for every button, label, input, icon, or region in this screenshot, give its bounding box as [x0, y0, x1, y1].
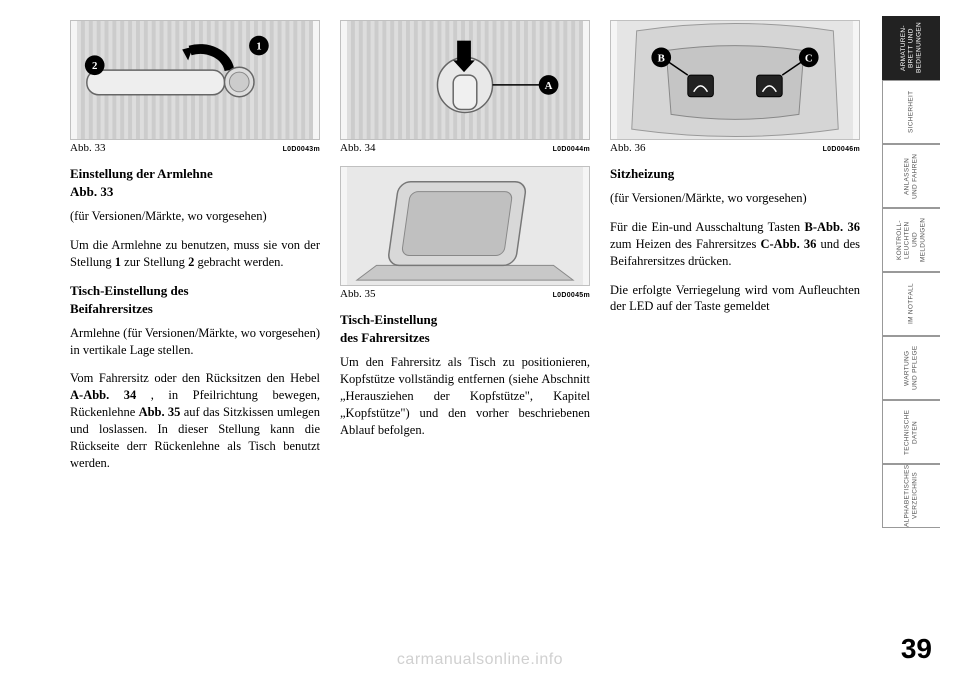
figure-code: L0D0044m	[553, 146, 590, 153]
figure-code: L0D0045m	[553, 292, 590, 299]
page-number: 39	[901, 633, 932, 665]
side-tabs: ARMATUREN-BRETT UNDBEDIENUNGEN SICHERHEI…	[882, 16, 940, 528]
tab-warnings[interactable]: KONTROLL-LEUCHTEN UNDMELDUNGEN	[882, 208, 940, 272]
heading-table-driver-a: Tisch-Einstellung	[340, 312, 590, 328]
svg-text:C: C	[805, 52, 813, 64]
figure-36: B C	[610, 20, 860, 140]
figure-34: A	[340, 20, 590, 140]
tab-maintenance[interactable]: WARTUNGUND PFLEGE	[882, 336, 940, 400]
figure-35-caption: Abb. 35 L0D0045m	[340, 288, 590, 300]
column-2: A Abb. 34 L0D0044m Abb. 35 L0D0045m Tisc…	[340, 20, 590, 484]
heading-seat-heating: Sitzheizung	[610, 166, 860, 182]
figure-33: 1 2	[70, 20, 320, 140]
figure-33-caption: Abb. 33 L0D0043m	[70, 142, 320, 154]
para-heating-buttons: Für die Ein-und Ausschaltung Tasten B-Ab…	[610, 219, 860, 270]
tab-techdata[interactable]: TECHNISCHEDATEN	[882, 400, 940, 464]
heading-table-passenger-a: Tisch-Einstellung des	[70, 283, 320, 299]
para-led-confirm: Die erfolgte Verriegelung wird vom Aufle…	[610, 282, 860, 316]
svg-text:2: 2	[92, 60, 97, 72]
para-versions: (für Versionen/Märkte, wo vorgesehen)	[70, 208, 320, 225]
svg-text:1: 1	[256, 41, 261, 53]
figure-35	[340, 166, 590, 286]
svg-text:B: B	[658, 52, 665, 64]
para-armrest-use: Um die Armlehne zu benutzen, muss sie vo…	[70, 237, 320, 271]
heading-armrest: Einstellung der Armlehne	[70, 166, 320, 182]
column-3: B C Abb. 36 L0D0046m Sitzheizung (für Ve…	[610, 20, 860, 484]
heading-table-passenger-b: Beifahrersitzes	[70, 301, 320, 317]
column-1: 1 2 Abb. 33 L0D0043m Einstellung der Arm…	[70, 20, 320, 484]
para-driver-table: Um den Fahrersitz als Tisch zu posi­tion…	[340, 354, 590, 438]
content-columns: 1 2 Abb. 33 L0D0043m Einstellung der Arm…	[70, 20, 860, 484]
heading-armrest-ref: Abb. 33	[70, 184, 320, 200]
tab-index[interactable]: ALPHABETISCHESVERZEICHNIS	[882, 464, 940, 528]
figure-label: Abb. 34	[340, 142, 375, 154]
figure-label: Abb. 35	[340, 288, 375, 300]
tab-dashboard[interactable]: ARMATUREN-BRETT UNDBEDIENUNGEN	[882, 16, 940, 80]
para-armrest-vertical: Armlehne (für Versionen/Märkte, wo vorge…	[70, 325, 320, 359]
figure-code: L0D0046m	[823, 146, 860, 153]
figure-label: Abb. 33	[70, 142, 105, 154]
heading-table-driver-b: des Fahrersitzes	[340, 330, 590, 346]
tab-emergency[interactable]: IM NOTFALL	[882, 272, 940, 336]
para-versions-3: (für Versionen/Märkte, wo vorgesehen)	[610, 190, 860, 207]
figure-code: L0D0043m	[283, 146, 320, 153]
watermark: carmanualsonline.info	[397, 651, 563, 669]
tab-starting[interactable]: ANLASSENUND FAHREN	[882, 144, 940, 208]
figure-34-caption: Abb. 34 L0D0044m	[340, 142, 590, 154]
svg-text:A: A	[545, 80, 553, 92]
figure-label: Abb. 36	[610, 142, 645, 154]
tab-safety[interactable]: SICHERHEIT	[882, 80, 940, 144]
figure-36-caption: Abb. 36 L0D0046m	[610, 142, 860, 154]
manual-page: 1 2 Abb. 33 L0D0043m Einstellung der Arm…	[0, 0, 960, 677]
para-lever-instructions: Vom Fahrersitz oder den Rücksitzen den H…	[70, 370, 320, 471]
